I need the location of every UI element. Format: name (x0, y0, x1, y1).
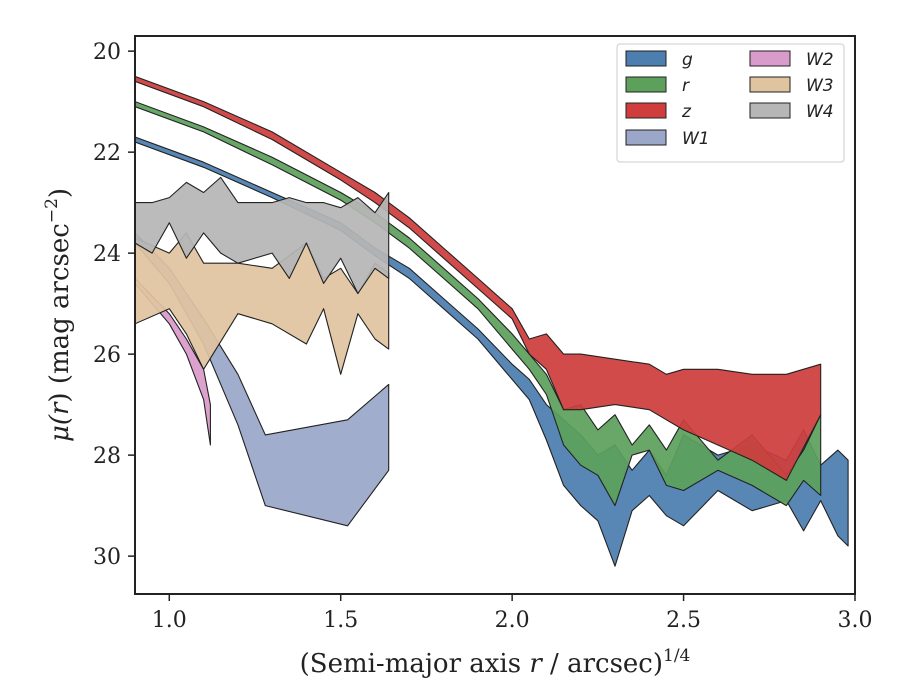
band-g (135, 136, 849, 567)
legend-label: g (682, 50, 693, 70)
legend-swatch (749, 102, 791, 119)
axes-frame (134, 35, 856, 595)
legend-item-w3: W3 (749, 76, 834, 96)
legend: grz W1 W2 W3 W4 (616, 43, 845, 163)
legend-label: z (681, 102, 692, 122)
y-axis-title: μ(r) (mag arcsec−2) (42, 188, 75, 442)
y-axis-title-close: ) (45, 188, 75, 198)
y-tick-label: 28 (93, 444, 121, 469)
legend-swatch (749, 76, 791, 93)
series-r (135, 101, 822, 507)
x-axis-title-var: r (529, 649, 543, 679)
series-w4 (135, 176, 390, 295)
x-axis-title-exponent: 1/4 (663, 646, 690, 666)
legend-label: W4 (806, 102, 834, 122)
legend-frame (616, 43, 845, 163)
y-axis-title-exponent: −2 (42, 198, 62, 223)
legend-item-w2: W2 (749, 50, 834, 70)
y-axis-title-units: ) (mag arcsec (45, 223, 75, 402)
y-axis-ticks: 20 22 24 26 28 30 (93, 40, 135, 570)
y-tick-label: 24 (93, 242, 121, 267)
series-g (135, 136, 849, 567)
legend-item-g: g (625, 50, 693, 70)
x-axis-ticks: 1.0 1.5 2.0 2.5 3.0 (152, 594, 873, 633)
x-axis-title-part-1: (Semi-major axis (300, 649, 530, 679)
band-r (135, 101, 822, 507)
legend-item-w4: W4 (749, 102, 834, 122)
y-axis-title-var: r (45, 401, 75, 415)
legend-swatch (625, 102, 667, 119)
legend-label: W2 (806, 50, 834, 70)
legend-label: W1 (682, 129, 710, 149)
y-tick-label: 30 (93, 545, 121, 570)
x-tick-label: 1.0 (152, 608, 187, 633)
legend-item-w1: W1 (625, 129, 710, 149)
series-bands (135, 75, 849, 567)
legend-item-r: r (625, 76, 690, 96)
legend-item-z: z (625, 102, 692, 122)
x-axis-title: (Semi-major axis r / arcsec)1/4 (300, 646, 691, 679)
legend-label: r (682, 76, 690, 96)
x-tick-label: 2.0 (495, 608, 530, 633)
x-tick-label: 3.0 (838, 608, 873, 633)
legend-swatch (749, 50, 791, 67)
legend-items: grz W1 W2 W3 W4 (625, 50, 834, 149)
legend-swatch (625, 50, 667, 67)
y-axis-title-mu: μ( (45, 414, 75, 442)
y-tick-label: 22 (93, 141, 121, 166)
y-tick-label: 26 (93, 343, 121, 368)
x-tick-label: 1.5 (323, 608, 358, 633)
band-z (135, 75, 822, 481)
legend-swatch (625, 129, 667, 146)
series-z (135, 75, 822, 481)
plot-area (134, 35, 856, 595)
legend-swatch (625, 76, 667, 93)
band-w4 (135, 176, 390, 295)
y-tick-label: 20 (93, 40, 121, 65)
x-tick-label: 2.5 (666, 608, 701, 633)
x-axis-title-part-2: / arcsec) (542, 649, 663, 679)
legend-label: W3 (806, 76, 834, 96)
